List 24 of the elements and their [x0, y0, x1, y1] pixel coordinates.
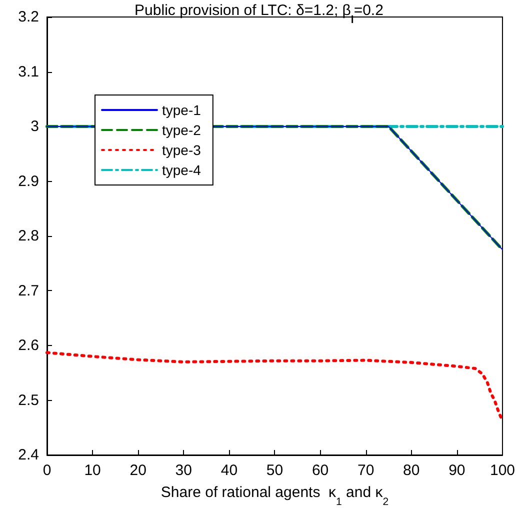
legend-label: type-3	[162, 142, 202, 158]
x-tick-label: 0	[42, 462, 52, 479]
y-tick-label: 3.1	[18, 63, 39, 80]
x-tick-label: 80	[403, 462, 420, 479]
y-tick-label: 2.9	[18, 172, 39, 190]
x-tick-label: 90	[448, 462, 466, 479]
x-tick-label: 10	[84, 462, 101, 479]
y-tick-label: 2.7	[18, 282, 39, 300]
legend-label: type-1	[162, 102, 202, 118]
y-tick-label: 2.8	[18, 228, 39, 244]
legend-label: type-4	[162, 162, 202, 178]
x-tick-label: 60	[312, 462, 329, 479]
x-tick-label: 40	[220, 462, 238, 479]
x-tick-label: 20	[130, 462, 146, 479]
y-tick-label: 3.2	[18, 8, 39, 26]
x-tick-label: 50	[266, 462, 284, 479]
legend-label: type-2	[162, 122, 202, 138]
y-tick-label: 3	[30, 118, 39, 135]
y-tick-label: 2.6	[18, 337, 39, 354]
y-tick-label: 2.5	[18, 392, 39, 409]
x-tick-label: 30	[175, 462, 192, 479]
x-tick-label: 70	[357, 462, 374, 479]
x-tick-label: 100	[490, 462, 515, 479]
y-tick-label: 2.4	[18, 446, 39, 464]
